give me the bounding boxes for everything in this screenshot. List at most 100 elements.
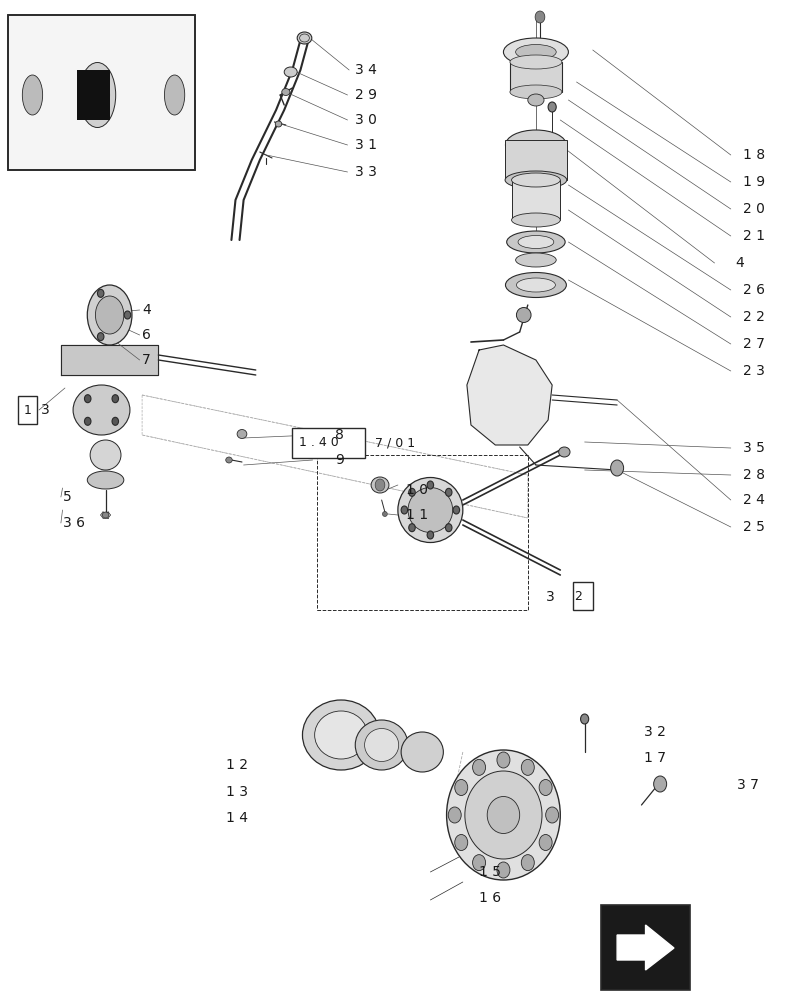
Ellipse shape (504, 272, 566, 298)
Ellipse shape (511, 173, 560, 187)
Circle shape (580, 714, 588, 724)
Bar (8, 15, 195, 170)
Text: 3 6: 3 6 (63, 516, 85, 530)
Bar (292, 428, 365, 458)
Text: 2 9: 2 9 (354, 88, 376, 102)
Circle shape (401, 506, 407, 514)
Ellipse shape (281, 89, 290, 96)
Text: 9: 9 (335, 453, 344, 467)
Circle shape (521, 855, 534, 871)
Circle shape (375, 479, 384, 491)
Circle shape (496, 862, 509, 878)
Bar (504, 140, 566, 180)
Text: 6: 6 (142, 328, 151, 342)
Ellipse shape (506, 231, 564, 253)
Text: 2 0: 2 0 (742, 202, 764, 216)
Text: 3 2: 3 2 (643, 725, 665, 739)
Text: 4: 4 (735, 256, 744, 270)
Ellipse shape (90, 440, 121, 470)
Ellipse shape (397, 478, 462, 542)
Text: 4: 4 (142, 303, 151, 317)
Circle shape (408, 524, 414, 532)
Polygon shape (466, 345, 551, 445)
Text: 1 2: 1 2 (225, 758, 247, 772)
Circle shape (472, 855, 485, 871)
Circle shape (112, 417, 118, 425)
Polygon shape (61, 345, 158, 375)
Circle shape (496, 752, 509, 768)
Ellipse shape (516, 308, 530, 322)
Ellipse shape (509, 85, 561, 99)
Circle shape (610, 460, 623, 476)
Ellipse shape (79, 62, 115, 127)
Circle shape (84, 417, 91, 425)
Ellipse shape (315, 711, 367, 759)
Text: 1 8: 1 8 (742, 148, 764, 162)
Text: 1 7: 1 7 (643, 751, 665, 765)
Ellipse shape (558, 447, 569, 457)
Circle shape (448, 807, 461, 823)
Ellipse shape (237, 430, 247, 438)
Text: 8: 8 (335, 428, 344, 442)
Ellipse shape (73, 385, 130, 435)
Text: 3 4: 3 4 (354, 63, 376, 77)
Circle shape (547, 102, 556, 112)
Ellipse shape (516, 278, 555, 292)
Ellipse shape (487, 796, 519, 834)
Ellipse shape (102, 512, 109, 518)
Text: 5: 5 (63, 490, 72, 504)
Circle shape (445, 488, 452, 496)
Circle shape (653, 776, 666, 792)
Bar (573, 582, 592, 610)
Text: 2 7: 2 7 (742, 337, 764, 351)
Text: 1 6: 1 6 (478, 891, 500, 905)
Circle shape (84, 395, 91, 403)
Text: 2 8: 2 8 (742, 468, 764, 482)
Ellipse shape (371, 477, 388, 493)
Text: 7 / 0 1: 7 / 0 1 (375, 436, 414, 450)
Bar (18, 396, 37, 424)
Text: 1 4: 1 4 (225, 811, 247, 825)
Circle shape (521, 759, 534, 775)
Text: 1 . 4 0: 1 . 4 0 (298, 436, 338, 450)
Text: 2 6: 2 6 (742, 283, 764, 297)
Circle shape (112, 395, 118, 403)
Polygon shape (616, 925, 673, 970)
Ellipse shape (355, 720, 407, 770)
Text: 3 5: 3 5 (742, 441, 764, 455)
Ellipse shape (382, 512, 387, 516)
Circle shape (453, 506, 459, 514)
Circle shape (545, 807, 558, 823)
Text: 1 3: 1 3 (225, 785, 247, 799)
Ellipse shape (401, 732, 443, 772)
Ellipse shape (407, 488, 453, 532)
Circle shape (97, 333, 104, 341)
Ellipse shape (515, 44, 556, 60)
Ellipse shape (464, 771, 541, 859)
Ellipse shape (503, 38, 568, 66)
Text: 1: 1 (24, 403, 32, 416)
Ellipse shape (446, 750, 560, 880)
Circle shape (454, 834, 467, 850)
Circle shape (534, 11, 544, 23)
Text: 1 0: 1 0 (406, 483, 427, 497)
Text: 7: 7 (142, 353, 151, 367)
Ellipse shape (88, 471, 123, 489)
Text: 2: 2 (573, 589, 581, 602)
Ellipse shape (88, 285, 131, 345)
Ellipse shape (96, 296, 123, 334)
Circle shape (445, 524, 452, 532)
Ellipse shape (504, 130, 566, 160)
Text: 3 1: 3 1 (354, 138, 376, 152)
Circle shape (472, 759, 485, 775)
Text: 3: 3 (41, 403, 49, 417)
Text: 2 5: 2 5 (742, 520, 764, 534)
Text: 3 3: 3 3 (354, 165, 376, 179)
Ellipse shape (284, 67, 297, 77)
Circle shape (427, 481, 433, 489)
Bar (77, 70, 109, 120)
Bar (8, 15, 195, 170)
Circle shape (124, 311, 131, 319)
Ellipse shape (504, 171, 566, 189)
Ellipse shape (303, 700, 380, 770)
